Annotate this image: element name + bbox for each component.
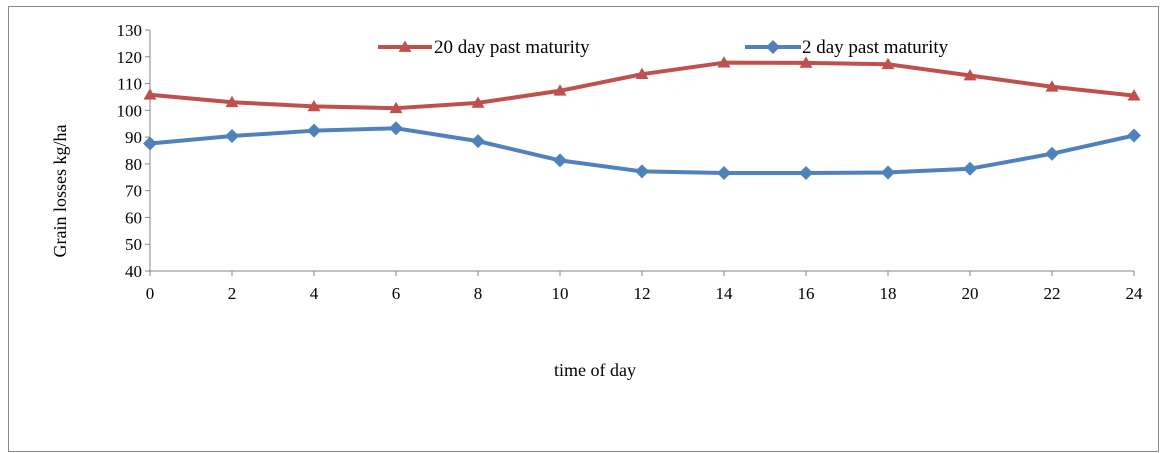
data-point — [143, 136, 157, 151]
data-point — [881, 57, 895, 70]
data-point — [389, 101, 403, 114]
data-point — [635, 67, 649, 80]
data-point — [307, 99, 321, 112]
y-tick-label: 120 — [117, 48, 143, 67]
data-point — [635, 164, 649, 179]
data-point — [225, 129, 239, 144]
x-tick-label: 2 — [228, 284, 237, 303]
data-point — [307, 123, 321, 138]
x-tick-label: 12 — [634, 284, 651, 303]
data-point — [881, 165, 895, 180]
data-point — [717, 56, 731, 68]
data-point — [799, 165, 813, 180]
y-tick-label: 80 — [125, 155, 142, 174]
data-point — [143, 88, 157, 100]
y-tick-label: 90 — [125, 128, 142, 147]
y-tick-label: 60 — [125, 208, 142, 227]
x-tick-label: 0 — [146, 284, 155, 303]
x-tick-label: 18 — [880, 284, 897, 303]
data-point — [1045, 146, 1059, 161]
data-point — [1127, 89, 1141, 101]
x-tick-label: 16 — [798, 284, 815, 303]
data-point — [1045, 80, 1059, 92]
data-point — [553, 84, 567, 96]
data-point — [389, 121, 403, 136]
y-tick-label: 70 — [125, 182, 142, 201]
y-tick-label: 40 — [125, 262, 142, 281]
x-tick-label: 24 — [1126, 284, 1144, 303]
legend-item-1: 20 day past maturity — [378, 37, 590, 58]
y-tick-label: 100 — [117, 101, 143, 120]
series-layer — [143, 56, 1141, 180]
y-tick-label: 50 — [125, 235, 142, 254]
x-tick-label: 14 — [716, 284, 734, 303]
legend-item-2: 2 day past maturity — [745, 37, 949, 58]
y-tick-label: 130 — [117, 21, 143, 40]
legend-marker — [398, 40, 412, 52]
data-point — [553, 153, 567, 168]
legend-label: 2 day past maturity — [802, 37, 949, 58]
x-tick-label: 22 — [1044, 284, 1061, 303]
data-point — [1127, 128, 1141, 143]
data-point — [963, 161, 977, 176]
x-tick-label: 6 — [392, 284, 401, 303]
series-2 — [143, 121, 1141, 180]
data-point — [717, 165, 731, 180]
data-point — [225, 95, 239, 108]
data-point — [963, 69, 977, 81]
x-tick-label: 8 — [474, 284, 483, 303]
legend-label: 20 day past maturity — [434, 37, 590, 58]
data-point — [471, 134, 485, 149]
x-tick-label: 10 — [552, 284, 569, 303]
x-tick-label: 20 — [962, 284, 979, 303]
y-axis-label: Grain losses kg/ha — [50, 125, 70, 258]
data-point — [471, 96, 485, 108]
series-1 — [143, 56, 1141, 114]
legend-marker — [766, 40, 780, 54]
y-tick-label: 110 — [117, 75, 142, 94]
x-tick-label: 4 — [310, 284, 319, 303]
legend: 20 day past maturity 2 day past maturity — [378, 37, 949, 58]
data-point — [799, 56, 813, 68]
x-axis-label: time of day — [554, 360, 636, 380]
